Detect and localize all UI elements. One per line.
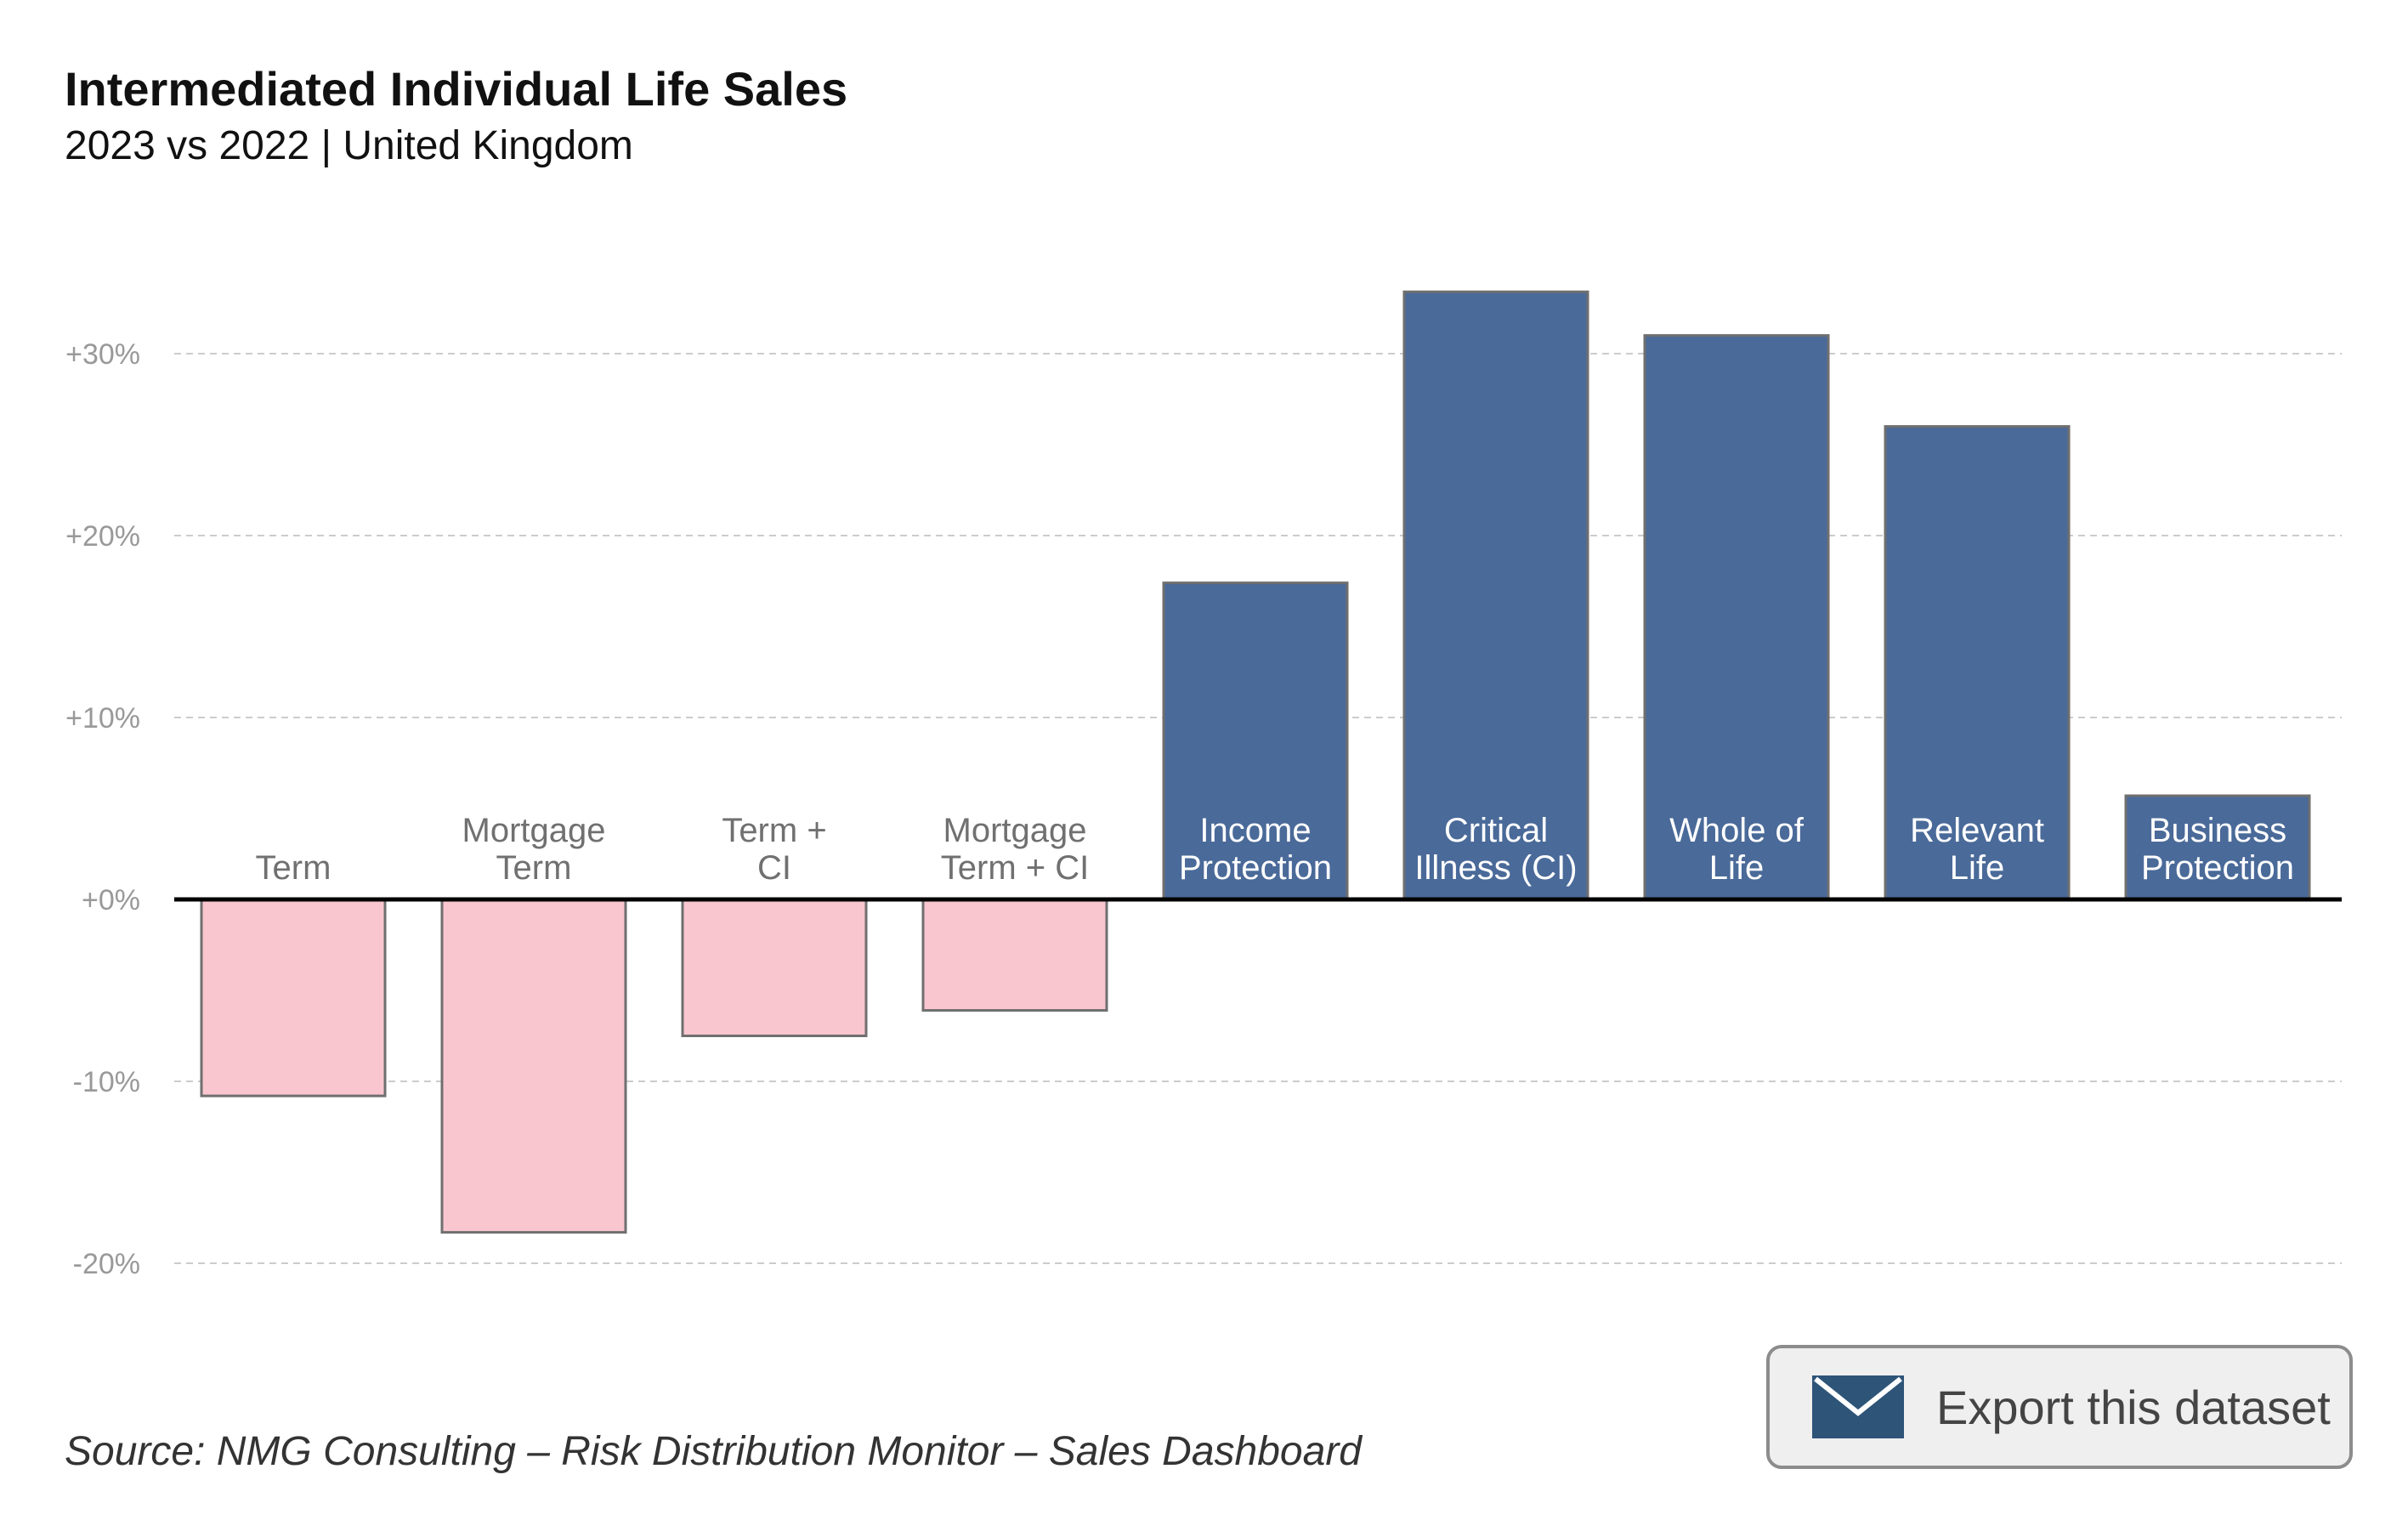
category-label-line: Mortgage [943, 812, 1087, 849]
category-label-line: Life [1709, 849, 1765, 887]
category-label: Term [256, 849, 331, 887]
bar [1643, 334, 1830, 901]
export-button-label: Export this dataset [1936, 1380, 2331, 1434]
category-label-line: Business [2149, 812, 2286, 849]
source-note: Source: NMG Consulting – Risk Distributi… [65, 1429, 1362, 1474]
category-label-line: Protection [1179, 849, 1332, 887]
y-tick-label: +30% [65, 338, 140, 371]
bars [200, 290, 2311, 1234]
bar [681, 898, 868, 1037]
y-tick-label: -20% [73, 1248, 140, 1280]
category-label-line: Term [256, 849, 331, 887]
y-tick-label: +0% [82, 884, 140, 916]
bar [1884, 425, 2071, 901]
category-label: Mortgage Term [462, 812, 606, 887]
category-label-line: Mortgage [462, 812, 606, 849]
category-label: Whole of Life [1669, 812, 1805, 887]
bar [1402, 290, 1589, 901]
category-label-line: Protection [2141, 849, 2294, 887]
y-tick-label: +10% [65, 702, 140, 734]
y-tick-label: +20% [65, 520, 140, 553]
category-label-line: CI [757, 849, 791, 887]
category-label-line: Life [1950, 849, 2005, 887]
category-label: Critical Illness (CI) [1414, 812, 1577, 887]
category-label: Term + CI [722, 812, 826, 887]
category-label-line: Illness (CI) [1414, 849, 1577, 887]
chart-subtitle: 2023 vs 2022 | United Kingdom [65, 123, 633, 168]
category-label: Income Protection [1179, 812, 1332, 887]
category-label-line: Relevant [1910, 812, 2044, 849]
y-tick-label: -10% [73, 1066, 140, 1098]
y-axis-ticks: -20% -10% +0% +10% +20% +30% [65, 338, 140, 1280]
category-label: Business Protection [2141, 812, 2294, 887]
category-label-line: Whole of [1669, 812, 1805, 849]
category-label-line: Term [496, 849, 572, 887]
bar [440, 898, 627, 1234]
category-label-line: Income [1199, 812, 1311, 849]
category-label-line: Term + [722, 812, 826, 849]
category-label-line: Term + CI [941, 849, 1089, 887]
bar [200, 898, 387, 1097]
category-label-line: Critical [1444, 812, 1548, 849]
bar [921, 898, 1108, 1012]
chart-title: Intermediated Individual Life Sales [65, 62, 848, 116]
envelope-icon [1812, 1375, 1904, 1438]
bar [2124, 794, 2311, 901]
category-label: Mortgage Term + CI [941, 812, 1089, 887]
category-label: Relevant Life [1910, 812, 2044, 887]
export-dataset-button[interactable]: Export this dataset [1766, 1345, 2353, 1469]
